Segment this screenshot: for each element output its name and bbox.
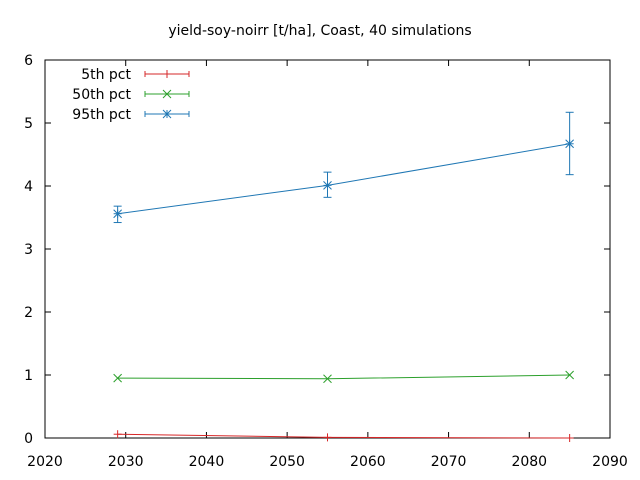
data-point [113,373,122,383]
y-tick-label: 4 [24,179,33,195]
legend-label: 95th pct [72,107,131,123]
y-tick-label: 1 [24,368,33,384]
y-tick-label: 0 [24,431,33,447]
series-line [117,433,570,439]
data-point [565,139,574,149]
series-line [117,374,570,380]
x-tick-label: 2040 [189,454,225,470]
series-2 [113,111,574,224]
x-tick-label: 2020 [27,454,63,470]
legend-marker [162,89,172,99]
y-tick-label: 3 [24,242,33,258]
legend-marker [162,109,172,119]
legend-label: 5th pct [81,67,131,83]
series-line [117,143,570,215]
data-point [565,370,574,380]
x-tick-label: 2060 [350,454,386,470]
data-point [323,181,332,190]
x-tick-label: 2070 [431,454,467,470]
series-0 [113,430,574,442]
x-axis: 2020 2030 2040 2050 2060 2070 2080 2090 [27,60,628,470]
chart-title: yield-soy-noirr [t/ha], Coast, 40 simula… [168,23,471,39]
legend-label: 50th pct [72,87,131,103]
y-axis: 0 1 2 3 4 5 6 [24,53,610,447]
series-layer [113,111,574,442]
y-tick-label: 5 [24,116,33,132]
legend: 5th pct 50th pct 95th pct [72,67,190,123]
x-tick-label: 2090 [592,454,628,470]
x-tick-label: 2080 [511,454,547,470]
y-tick-label: 2 [24,305,33,321]
x-tick-label: 2050 [269,454,305,470]
data-point [323,374,332,384]
series-1 [113,370,574,384]
x-tick-label: 2030 [108,454,144,470]
y-tick-label: 6 [24,53,33,69]
data-point [113,209,122,219]
